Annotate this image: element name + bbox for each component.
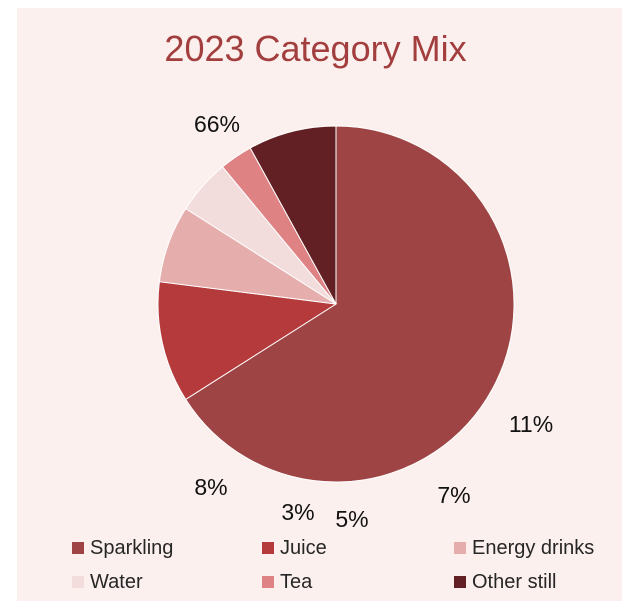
pie-slice-sparkling [185, 125, 515, 483]
data-label-energy-drinks: 7% [437, 482, 470, 508]
data-label-sparkling: 66% [194, 111, 240, 137]
chart-title: 2023 Category Mix [164, 28, 467, 69]
pie-slice-juice [157, 281, 338, 401]
data-label-juice: 11% [509, 411, 553, 437]
data-label-water: 5% [335, 506, 368, 532]
data-label-tea: 3% [281, 499, 314, 525]
data-label-other-still: 8% [194, 474, 227, 500]
pie-slice-other-still [249, 125, 337, 305]
